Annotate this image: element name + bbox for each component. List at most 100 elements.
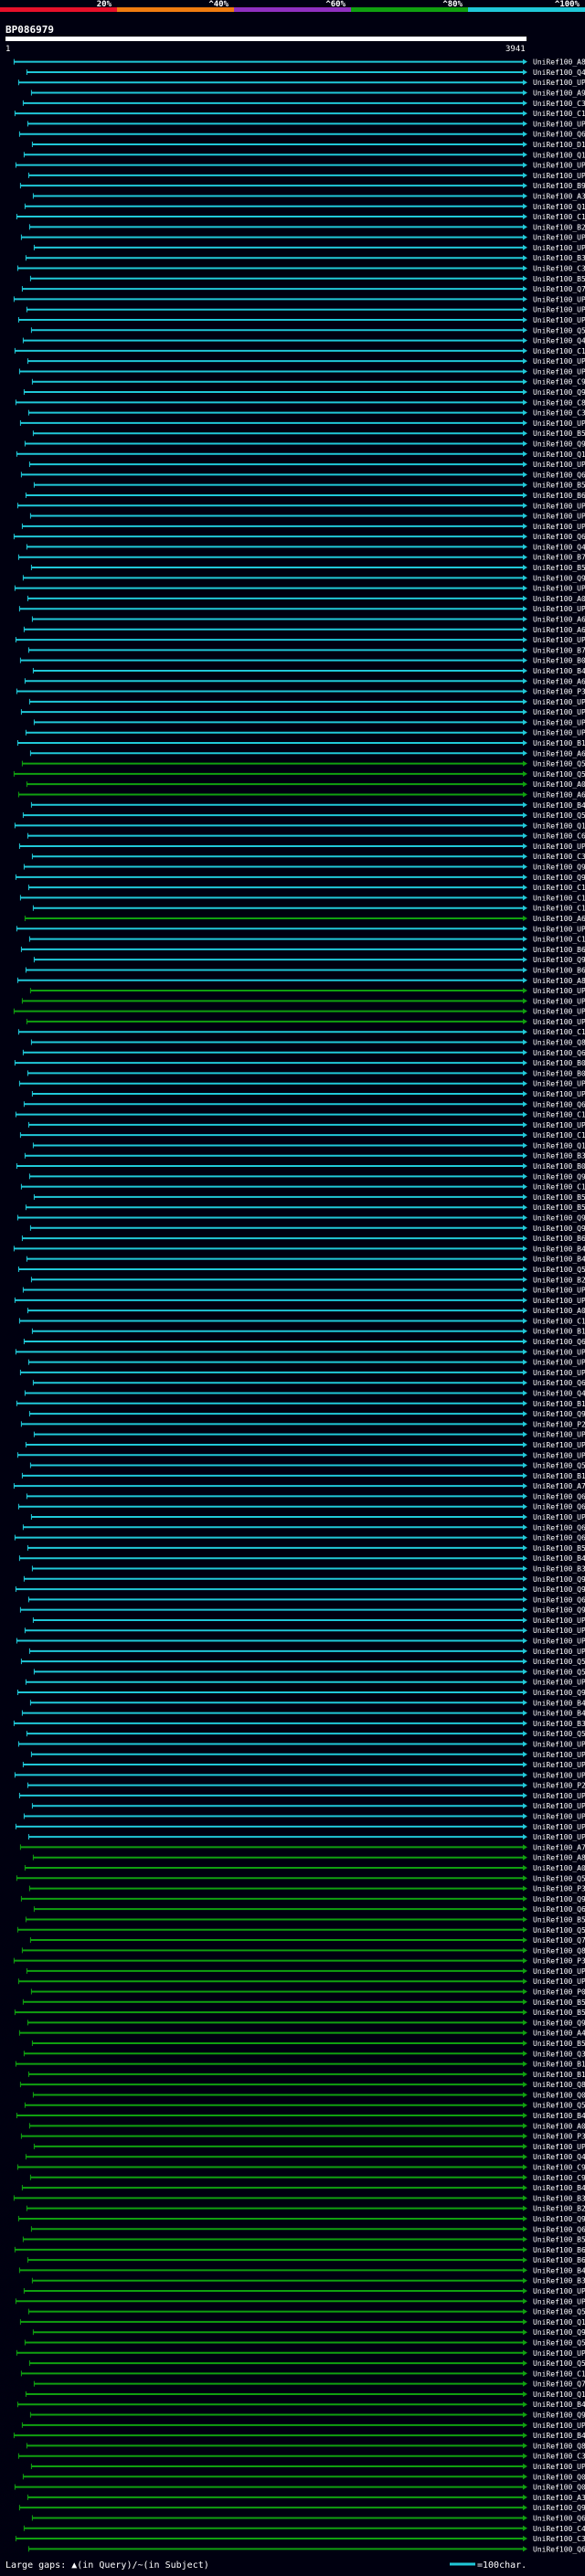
hit-row[interactable]: UniRef100_UP000... (27, 1833, 585, 1841)
hit-row[interactable]: UniRef100_UP000... (14, 585, 585, 593)
hit-row[interactable]: UniRef100_UP000... (33, 244, 585, 252)
hit-row[interactable]: UniRef100_C1C2F4 (14, 347, 585, 355)
hit-row[interactable]: UniRef100_Q9CU7 (20, 1895, 585, 1903)
hit-row[interactable]: UniRef100_B4LCC2 (26, 1256, 585, 1264)
hit-row[interactable]: UniRef100_Q8TJ14 (26, 2442, 585, 2450)
hit-row[interactable]: UniRef100_Q9V082 (16, 1214, 585, 1223)
hit-row[interactable]: UniRef100_P35705 (13, 1957, 585, 1966)
hit-row[interactable]: UniRef100_Q9DNF6 (18, 2504, 585, 2512)
hit-row[interactable]: UniRef100_UP000... (23, 1813, 585, 1821)
hit-row[interactable]: UniRef100_B7QNJ7 (17, 554, 585, 562)
hit-row[interactable]: UniRef100_UP000... (29, 987, 585, 995)
hit-row[interactable]: UniRef100_B3M5P7 (13, 2194, 585, 2202)
hit-row[interactable]: UniRef100_Q3U9J9 (23, 2050, 585, 2058)
hit-row[interactable]: UniRef100_C8BX25 (15, 398, 585, 407)
hit-row[interactable]: UniRef100_UP000... (26, 306, 585, 314)
hit-row[interactable]: UniRef100_C9ZWI2 (16, 2163, 585, 2171)
hit-row[interactable]: UniRef100_Q9BSI2 (23, 388, 585, 397)
hit-row[interactable]: UniRef100_UP000... (15, 1348, 585, 1356)
hit-row[interactable]: UniRef100_Q64352 (14, 1534, 585, 1542)
hit-row[interactable]: UniRef100_Q67JW7 (22, 1049, 585, 1057)
hit-row[interactable]: UniRef100_UP000... (16, 2349, 585, 2358)
hit-row[interactable]: UniRef100_P0C8B5 (30, 1988, 585, 1997)
hit-row[interactable]: UniRef100_UP000... (17, 1740, 585, 1748)
hit-row[interactable]: UniRef100_UP000... (15, 162, 585, 170)
hit-row[interactable]: UniRef100_A6U5T0 (23, 626, 585, 634)
hit-row[interactable]: UniRef100_UP000... (21, 2422, 585, 2430)
hit-row[interactable]: UniRef100_UP000... (17, 316, 585, 324)
hit-row[interactable]: UniRef100_Q51T6 (29, 1462, 585, 1470)
hit-row[interactable]: UniRef100_C9SSL7 (31, 378, 585, 387)
hit-row[interactable]: UniRef100_UP000... (32, 1617, 585, 1625)
hit-row[interactable]: UniRef100_Q45RB7 (24, 1389, 585, 1397)
hit-row[interactable]: UniRef100_Q6P8F2 (23, 1100, 585, 1108)
hit-row[interactable]: UniRef100_UP000... (31, 1090, 585, 1098)
hit-row[interactable]: UniRef100_P30048 (28, 1885, 585, 1893)
hit-row[interactable]: UniRef100_Q6QN28 (31, 2514, 585, 2522)
hit-row[interactable]: UniRef100_UP000... (16, 1451, 585, 1459)
hit-row[interactable]: UniRef100_UP000... (17, 1977, 585, 1986)
hit-row[interactable]: UniRef100_B5XDV5 (22, 1998, 585, 2007)
hit-row[interactable]: UniRef100_B4J223 (29, 1699, 585, 1707)
hit-row[interactable]: UniRef100_B4NBT6 (18, 2266, 585, 2274)
hit-row[interactable]: UniRef100_A3ZBH0 (27, 2494, 585, 2502)
hit-row[interactable]: UniRef100_Q45771 (26, 69, 585, 77)
hit-row[interactable]: UniRef100_A0CZ54 (24, 1864, 585, 1872)
hit-row[interactable]: UniRef100_UP000... (18, 843, 585, 851)
hit-row[interactable]: UniRef100_UP000... (26, 1018, 585, 1026)
hit-row[interactable]: UniRef100_UP000... (25, 729, 585, 737)
hit-row[interactable]: UniRef100_UP000... (28, 461, 585, 469)
hit-row[interactable]: UniRef100_B5M718 (30, 564, 585, 572)
hit-row[interactable]: UniRef100_Q9CP98 (32, 2328, 585, 2337)
hit-row[interactable]: UniRef100_B1K0A4 (27, 2071, 585, 2079)
hit-row[interactable]: UniRef100_Q1J162 (16, 451, 585, 459)
hit-row[interactable]: UniRef100_B9U5M4 (19, 182, 585, 190)
hit-row[interactable]: UniRef100_C1B2N4 (14, 110, 585, 118)
hit-row[interactable]: UniRef100_UP000... (25, 1679, 585, 1687)
hit-row[interactable]: UniRef100_B4G7W4 (21, 2184, 585, 2192)
hit-row[interactable]: UniRef100_B2B4P2 (26, 2205, 585, 2213)
hit-row[interactable]: UniRef100_Q6INQ2 (30, 2225, 585, 2233)
hit-row[interactable]: UniRef100_UP000... (29, 513, 585, 521)
hit-row[interactable]: UniRef100_Q6JNQ3 (22, 1523, 585, 1532)
hit-row[interactable]: UniRef100_UP000... (27, 172, 585, 180)
hit-row[interactable]: UniRef100_Q6QBX7 (20, 471, 585, 479)
hit-row[interactable]: UniRef100_B4PCW4 (18, 1554, 585, 1563)
hit-row[interactable]: UniRef100_Q5RC63 (22, 811, 585, 820)
hit-row[interactable]: UniRef100_UP000... (24, 1627, 585, 1635)
hit-row[interactable]: UniRef100_B4DF70 (32, 667, 585, 675)
hit-row[interactable]: UniRef100_B5X9B4 (25, 1203, 585, 1212)
hit-row[interactable]: UniRef100_UP000... (15, 636, 585, 644)
hit-row[interactable]: UniRef100_Q16IW1 (24, 203, 585, 211)
hit-row[interactable]: UniRef100_UP000... (19, 1369, 585, 1377)
hit-row[interactable]: UniRef100_C1BUT8 (27, 884, 585, 892)
hit-row[interactable]: UniRef100_B0LUH3 (19, 657, 585, 665)
hit-row[interactable]: UniRef100_A8WUO5 (32, 1854, 585, 1862)
hit-row[interactable]: UniRef100_Q9V304 (28, 1410, 585, 1418)
hit-row[interactable]: UniRef100_Q5BJB9 (21, 760, 585, 769)
hit-row[interactable]: UniRef100_Q9M9N9 (27, 2019, 585, 2027)
hit-row[interactable]: UniRef100_B6GTL7 (27, 2256, 585, 2264)
hit-row[interactable]: UniRef100_C1BL14 (17, 1028, 585, 1036)
hit-row[interactable]: UniRef100_B5G0M4 (22, 2236, 585, 2244)
hit-row[interactable]: UniRef100_UP000... (15, 2297, 585, 2306)
hit-row[interactable]: UniRef100_UP000... (33, 718, 585, 726)
hit-row[interactable]: UniRef100_B0WW60 (16, 1162, 585, 1171)
hit-row[interactable]: UniRef100_A0EWH8 (27, 595, 585, 603)
hit-row[interactable]: UniRef100_UP000... (22, 1287, 585, 1295)
hit-row[interactable]: UniRef100_A9QK50 (30, 90, 585, 98)
hit-row[interactable]: UniRef100_Q5PPT1 (30, 326, 585, 334)
hit-row[interactable]: UniRef100_Q5E947 (27, 2308, 585, 2316)
hit-row[interactable]: UniRef100_Q8W5F6 (21, 1946, 585, 1955)
hit-row[interactable]: UniRef100_B4MN16 (13, 1245, 585, 1253)
hit-row[interactable]: UniRef100_P35700 (20, 2133, 585, 2141)
hit-row[interactable]: UniRef100_B6DXD8 (21, 1235, 585, 1243)
hit-row[interactable]: UniRef100_C1C430 (28, 936, 585, 944)
hit-row[interactable]: UniRef100_B5XBY3 (33, 482, 585, 490)
hit-row[interactable]: UniRef100_Q8DJ27 (19, 2081, 585, 2089)
hit-row[interactable]: UniRef100_Q1HPQ1 (25, 2390, 585, 2399)
hit-row[interactable]: UniRef100_Q93241 (28, 1172, 585, 1181)
hit-row[interactable]: UniRef100_Q9V3Q4 (16, 1689, 585, 1697)
hit-row[interactable]: UniRef100_UP000... (21, 523, 585, 531)
hit-row[interactable]: UniRef100_UP000... (27, 357, 585, 366)
